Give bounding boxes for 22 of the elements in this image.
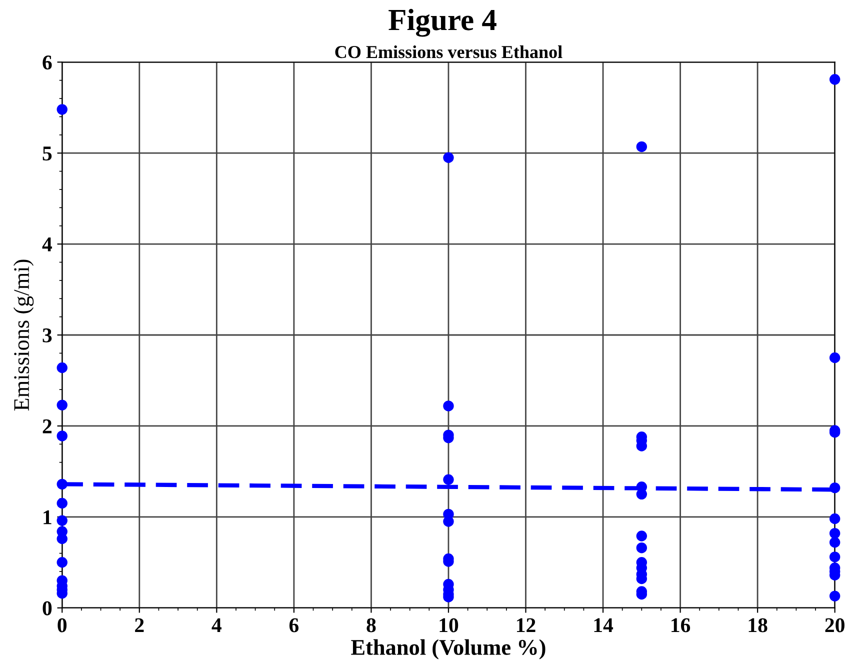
chart-subtitle: CO Emissions versus Ethanol [335, 45, 562, 58]
x-tick-label: 8 [366, 618, 376, 632]
x-tick-label: 18 [748, 618, 768, 632]
x-tick-label: 4 [212, 618, 222, 632]
y-tick-label: 6 [42, 56, 52, 70]
chart-title: Figure 4 [388, 8, 496, 37]
x-tick-label: 20 [825, 618, 844, 632]
x-tick-label: 0 [58, 618, 67, 632]
x-tick-label: 10 [440, 618, 458, 632]
x-axis-title: Ethanol (Volume %) [351, 639, 546, 660]
x-tick-label: 16 [672, 618, 690, 632]
y-tick-label: 2 [42, 419, 52, 434]
y-tick-label: 0 [42, 601, 52, 616]
x-tick-label: 12 [517, 618, 536, 632]
y-tick-label: 3 [42, 328, 52, 342]
x-tick-label: 2 [135, 618, 144, 632]
x-tick-label: 14 [594, 618, 614, 632]
y-axis-title: Emissions (g/mi) [13, 260, 34, 411]
y-tick-label: 5 [42, 146, 52, 161]
x-tick-label: 6 [289, 618, 299, 632]
y-tick-label: 4 [42, 238, 52, 252]
y-tick-label: 1 [44, 510, 52, 524]
